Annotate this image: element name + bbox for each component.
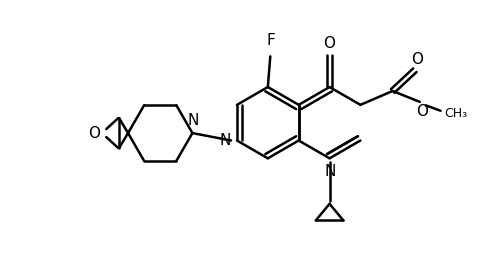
- Text: N: N: [219, 133, 231, 148]
- Text: O: O: [411, 52, 423, 67]
- Text: O: O: [416, 104, 428, 119]
- Text: O: O: [88, 125, 100, 141]
- Text: CH₃: CH₃: [444, 107, 468, 120]
- Text: N: N: [188, 113, 199, 128]
- Text: F: F: [267, 33, 275, 48]
- Text: N: N: [325, 164, 336, 179]
- Text: O: O: [324, 36, 336, 51]
